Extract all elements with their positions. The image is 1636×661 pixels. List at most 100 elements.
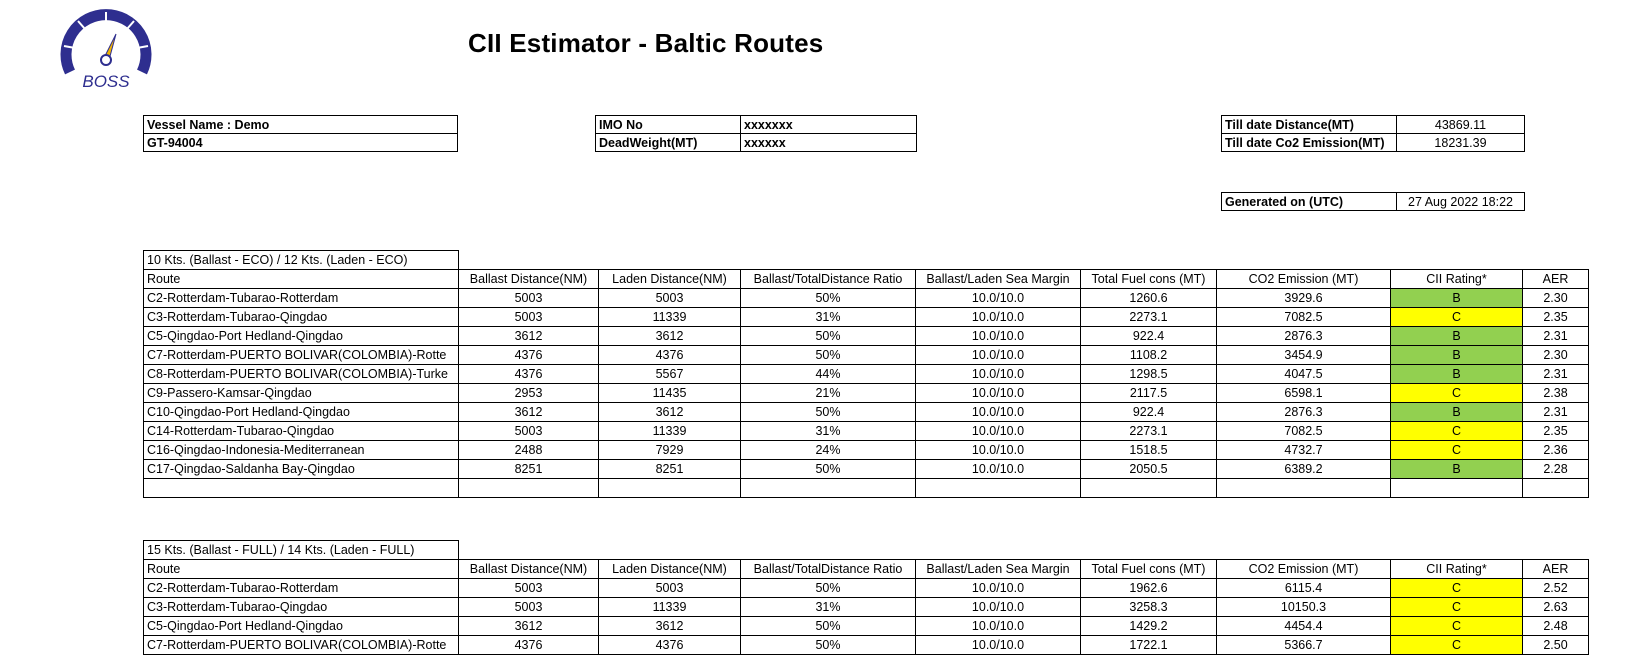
table-row: C3-Rotterdam-Tubarao-Qingdao 5003 11339 31%… bbox=[143, 597, 1589, 617]
table-row: C10-Qingdao-Port Hedland-Qingdao 3612 3612… bbox=[143, 402, 1589, 422]
cii-rating-cell: C bbox=[1390, 616, 1523, 636]
sea-margin-cell: 10.0/10.0 bbox=[915, 421, 1081, 441]
co2-label: Till date Co2 Emission(MT) bbox=[1221, 133, 1397, 152]
fuel-cons-cell: 3258.3 bbox=[1080, 597, 1217, 617]
sea-margin-cell: 10.0/10.0 bbox=[915, 578, 1081, 598]
aer-cell: 2.30 bbox=[1522, 345, 1589, 365]
column-header-laden-distance: Laden Distance(NM) bbox=[598, 559, 741, 579]
table-row: C7-Rotterdam-PUERTO BOLIVAR(COLOMBIA)-Ro… bbox=[143, 635, 1589, 655]
aer-cell: 2.31 bbox=[1522, 326, 1589, 346]
ratio-cell: 50% bbox=[740, 326, 916, 346]
column-header-ratio: Ballast/TotalDistance Ratio bbox=[740, 559, 916, 579]
vessel-gt: GT-94004 bbox=[143, 133, 458, 152]
cii-rating-cell: B bbox=[1390, 364, 1523, 384]
route-cell: C2-Rotterdam-Tubarao-Rotterdam bbox=[143, 578, 459, 598]
fuel-cons-cell: 922.4 bbox=[1080, 326, 1217, 346]
fuel-cons-cell: 1429.2 bbox=[1080, 616, 1217, 636]
section-caption: 10 Kts. (Ballast - ECO) / 12 Kts. (Laden… bbox=[143, 250, 459, 270]
column-header-co2-emission: CO2 Emission (MT) bbox=[1216, 269, 1391, 289]
aer-cell: 2.31 bbox=[1522, 364, 1589, 384]
sea-margin-cell: 10.0/10.0 bbox=[915, 635, 1081, 655]
ratio-cell: 50% bbox=[740, 345, 916, 365]
column-header-ratio: Ballast/TotalDistance Ratio bbox=[740, 269, 916, 289]
co2-emission-cell: 2876.3 bbox=[1216, 326, 1391, 346]
co2-emission-cell: 10150.3 bbox=[1216, 597, 1391, 617]
co2-emission-cell: 4454.4 bbox=[1216, 616, 1391, 636]
cii-rating-cell: B bbox=[1390, 345, 1523, 365]
logo-text: BOSS bbox=[82, 72, 130, 90]
route-cell: C17-Qingdao-Saldanha Bay-Qingdao bbox=[143, 459, 459, 479]
laden-distance-cell: 7929 bbox=[598, 440, 741, 460]
route-cell: C8-Rotterdam-PUERTO BOLIVAR(COLOMBIA)-Tu… bbox=[143, 364, 459, 384]
column-header-aer: AER bbox=[1522, 269, 1589, 289]
route-cell: C5-Qingdao-Port Hedland-Qingdao bbox=[143, 326, 459, 346]
cii-rating-cell: B bbox=[1390, 326, 1523, 346]
generated-label: Generated on (UTC) bbox=[1221, 192, 1397, 211]
sea-margin-cell: 10.0/10.0 bbox=[915, 383, 1081, 403]
laden-distance-cell: 4376 bbox=[598, 635, 741, 655]
co2-emission-cell: 5366.7 bbox=[1216, 635, 1391, 655]
column-header-cii-rating: CII Rating* bbox=[1390, 269, 1523, 289]
column-header-ballast-distance: Ballast Distance(NM) bbox=[458, 269, 599, 289]
ratio-cell: 31% bbox=[740, 307, 916, 327]
route-cell: C7-Rotterdam-PUERTO BOLIVAR(COLOMBIA)-Ro… bbox=[143, 345, 459, 365]
vessel-info-table: Vessel Name : Demo GT-94004 bbox=[143, 115, 458, 152]
table-row: C3-Rotterdam-Tubarao-Qingdao 5003 11339 31%… bbox=[143, 307, 1589, 327]
fuel-cons-cell: 1962.6 bbox=[1080, 578, 1217, 598]
sea-margin-cell: 10.0/10.0 bbox=[915, 402, 1081, 422]
aer-cell: 2.63 bbox=[1522, 597, 1589, 617]
ballast-distance-cell: 5003 bbox=[458, 578, 599, 598]
ratio-cell: 50% bbox=[740, 578, 916, 598]
fuel-cons-cell: 1518.5 bbox=[1080, 440, 1217, 460]
table-row: C8-Rotterdam-PUERTO BOLIVAR(COLOMBIA)-Tu… bbox=[143, 364, 1589, 384]
ratio-cell: 31% bbox=[740, 421, 916, 441]
route-cell: C14-Rotterdam-Tubarao-Qingdao bbox=[143, 421, 459, 441]
co2-emission-cell: 7082.5 bbox=[1216, 421, 1391, 441]
empty-row bbox=[143, 478, 1589, 498]
boss-logo: BOSS bbox=[60, 9, 152, 90]
table-row: C5-Qingdao-Port Hedland-Qingdao 3612 3612 5… bbox=[143, 326, 1589, 346]
logo-ticks bbox=[63, 12, 149, 49]
ratio-cell: 50% bbox=[740, 288, 916, 308]
sea-margin-cell: 10.0/10.0 bbox=[915, 345, 1081, 365]
dwt-label: DeadWeight(MT) bbox=[595, 133, 741, 152]
column-header-cii-rating: CII Rating* bbox=[1390, 559, 1523, 579]
ballast-distance-cell: 5003 bbox=[458, 288, 599, 308]
routes-table-full: 15 Kts. (Ballast - FULL) / 14 Kts. (Lade… bbox=[143, 540, 1589, 655]
column-header-laden-distance: Laden Distance(NM) bbox=[598, 269, 741, 289]
co2-emission-cell: 2876.3 bbox=[1216, 402, 1391, 422]
co2-emission-cell: 6598.1 bbox=[1216, 383, 1391, 403]
column-header-ballast-distance: Ballast Distance(NM) bbox=[458, 559, 599, 579]
column-header-sea-margin: Ballast/Laden Sea Margin bbox=[915, 559, 1081, 579]
column-header-route: Route bbox=[143, 559, 459, 579]
ballast-distance-cell: 4376 bbox=[458, 345, 599, 365]
column-header-fuel-cons: Total Fuel cons (MT) bbox=[1080, 269, 1217, 289]
dwt-value: xxxxxx bbox=[740, 133, 917, 152]
co2-emission-cell: 3929.6 bbox=[1216, 288, 1391, 308]
column-header-route: Route bbox=[143, 269, 459, 289]
laden-distance-cell: 4376 bbox=[598, 345, 741, 365]
cii-rating-cell: C bbox=[1390, 440, 1523, 460]
ballast-distance-cell: 5003 bbox=[458, 597, 599, 617]
cii-rating-cell: B bbox=[1390, 288, 1523, 308]
aer-cell: 2.50 bbox=[1522, 635, 1589, 655]
ratio-cell: 50% bbox=[740, 635, 916, 655]
routes-table-eco: 10 Kts. (Ballast - ECO) / 12 Kts. (Laden… bbox=[143, 250, 1589, 498]
laden-distance-cell: 11339 bbox=[598, 597, 741, 617]
ballast-distance-cell: 4376 bbox=[458, 364, 599, 384]
route-cell: C7-Rotterdam-PUERTO BOLIVAR(COLOMBIA)-Ro… bbox=[143, 635, 459, 655]
route-cell: C3-Rotterdam-Tubarao-Qingdao bbox=[143, 307, 459, 327]
co2-emission-cell: 4732.7 bbox=[1216, 440, 1391, 460]
cii-rating-cell: C bbox=[1390, 597, 1523, 617]
distance-label: Till date Distance(MT) bbox=[1221, 115, 1397, 134]
table-row: C16-Qingdao-Indonesia-Mediterranean 2488 7… bbox=[143, 440, 1589, 460]
co2-emission-cell: 7082.5 bbox=[1216, 307, 1391, 327]
imo-label: IMO No bbox=[595, 115, 741, 134]
laden-distance-cell: 5003 bbox=[598, 578, 741, 598]
ballast-distance-cell: 5003 bbox=[458, 307, 599, 327]
route-cell: C10-Qingdao-Port Hedland-Qingdao bbox=[143, 402, 459, 422]
cii-rating-cell: C bbox=[1390, 307, 1523, 327]
table-row: C5-Qingdao-Port Hedland-Qingdao 3612 3612 5… bbox=[143, 616, 1589, 636]
fuel-cons-cell: 2273.1 bbox=[1080, 307, 1217, 327]
cii-rating-cell: C bbox=[1390, 383, 1523, 403]
